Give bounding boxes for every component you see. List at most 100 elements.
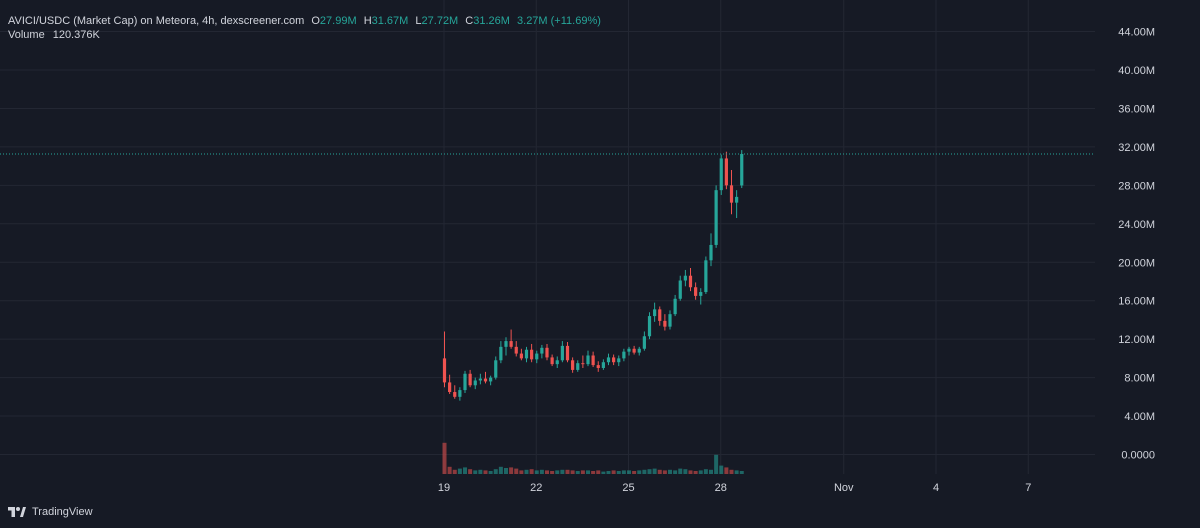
volume-bar	[632, 471, 637, 474]
candle-body	[509, 341, 513, 347]
candle-body	[540, 347, 544, 354]
volume-bar	[652, 468, 657, 474]
candle-body	[586, 355, 590, 365]
last-price-line: 31.26M	[0, 146, 1159, 163]
symbol-title[interactable]: AVICI/USDC (Market Cap) on Meteora, 4h, …	[8, 15, 305, 27]
volume-bar	[452, 469, 457, 474]
candle-body	[627, 348, 631, 352]
volume-bar	[488, 471, 493, 474]
candle-body	[591, 355, 595, 366]
volume-bar	[616, 471, 621, 474]
candle-body	[442, 358, 447, 383]
volume-bar	[662, 470, 667, 474]
volume-bar	[565, 469, 570, 474]
tradingview-brand: TradingView	[32, 506, 93, 518]
candle-body	[571, 360, 575, 370]
volume-bar	[673, 470, 678, 474]
price-tick-label: 36.00M	[1118, 103, 1155, 115]
price-tick-label: 28.00M	[1118, 180, 1155, 192]
candle-body	[448, 382, 452, 393]
candle-body	[735, 196, 739, 203]
time-tick-label: 25	[622, 482, 634, 494]
volume-bar	[601, 471, 606, 474]
volume-bar	[591, 471, 596, 474]
volume-bar	[642, 469, 647, 474]
price-tick-label: 4.00M	[1124, 411, 1155, 423]
candle-body	[622, 351, 626, 359]
candle-body	[606, 357, 611, 363]
volume-value: 120.376K	[52, 29, 100, 41]
candle-body	[596, 365, 600, 368]
volume-bar	[739, 471, 744, 474]
candle-body	[504, 341, 508, 347]
volume-bar	[714, 454, 719, 474]
candle-body	[729, 185, 734, 203]
candle-body	[709, 244, 713, 261]
close-label: C	[465, 15, 474, 27]
volume-bar	[734, 470, 739, 474]
candle-body	[688, 275, 693, 288]
volume-bar	[478, 469, 483, 474]
candle-body	[560, 345, 564, 361]
volume-label[interactable]: Volume	[8, 29, 45, 41]
candle-body	[473, 380, 477, 386]
time-tick-label: 22	[530, 482, 542, 494]
candle-body	[514, 346, 518, 354]
volume-bar	[719, 465, 724, 474]
candle-body	[478, 378, 482, 381]
candle-body	[494, 360, 498, 378]
volume-bar	[483, 470, 488, 474]
open-label: O	[311, 15, 320, 27]
low-label: L	[415, 15, 422, 27]
candle-body	[658, 309, 662, 321]
price-tick-label: 16.00M	[1118, 296, 1155, 308]
candle-body	[647, 316, 652, 337]
tradingview-logo-icon	[8, 507, 26, 517]
candle-body	[694, 287, 698, 296]
time-axis-bg	[0, 474, 1200, 502]
price-tick-label: 8.00M	[1124, 373, 1155, 385]
volume-bar	[498, 466, 503, 474]
candle-body	[632, 348, 636, 353]
volume-bar	[463, 467, 467, 474]
time-tick-label: 19	[438, 482, 450, 494]
tradingview-branding[interactable]: TradingView	[8, 506, 93, 518]
time-axis[interactable]: 19 22 25 28 Nov 4 7	[0, 474, 1200, 502]
candle-body	[617, 358, 621, 363]
time-tick-label: 7	[1025, 482, 1031, 494]
candle-body	[463, 373, 467, 391]
price-tick-label: 44.00M	[1118, 27, 1155, 39]
volume-bar	[473, 470, 478, 474]
volume-bar	[504, 468, 508, 474]
candle-body	[565, 345, 570, 361]
candle-body	[601, 362, 605, 368]
candle-body	[519, 353, 523, 359]
price-tick-label: 12.00M	[1118, 334, 1155, 346]
open-value: 27.99M	[319, 15, 357, 27]
candle-body	[453, 392, 457, 397]
price-tick-label: 0.0000	[1121, 450, 1155, 462]
volume-bar	[442, 442, 447, 474]
candle-body	[699, 292, 703, 296]
candle-body	[704, 260, 708, 293]
volume-bar	[457, 468, 462, 474]
candle-body	[483, 378, 488, 382]
candle-body	[678, 280, 682, 299]
candle-body	[550, 357, 554, 365]
volume-bar	[693, 471, 698, 474]
volume-bar	[724, 467, 729, 474]
price-tick-label: 40.00M	[1118, 65, 1155, 77]
volume-bar	[514, 468, 519, 474]
candle-body	[581, 363, 585, 365]
candle-body	[489, 377, 493, 382]
candle-body	[499, 346, 503, 361]
volume-bar	[637, 470, 642, 474]
price-axis[interactable]: 44.00M 40.00M 36.00M 32.00M 28.00M 24.00M 20.0…	[1095, 0, 1200, 474]
volume-bar	[606, 471, 611, 474]
low-value: 27.72M	[421, 15, 459, 27]
volume-bar	[627, 470, 631, 474]
volume-bar	[550, 471, 555, 474]
volume-bar	[647, 469, 652, 474]
volume-bar	[555, 470, 560, 474]
